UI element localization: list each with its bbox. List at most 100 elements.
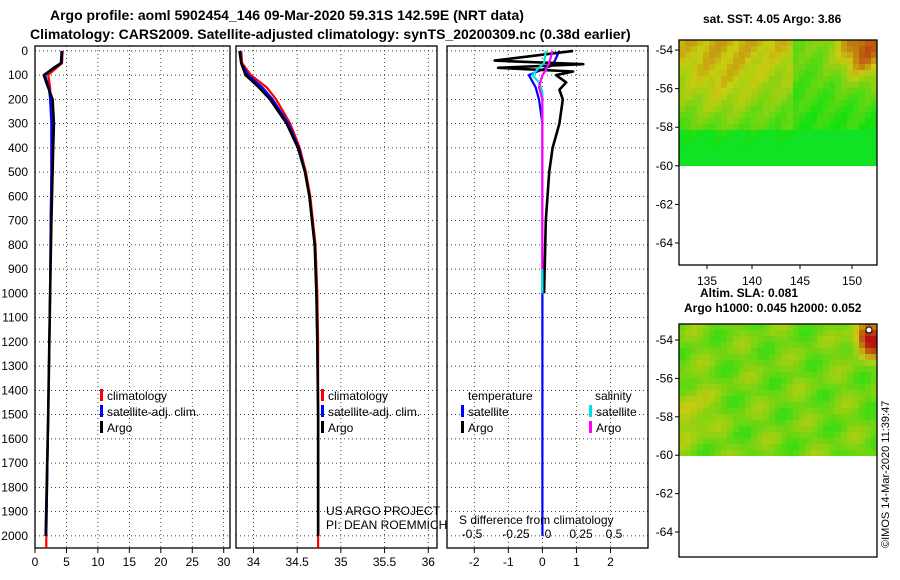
map-cell xyxy=(847,106,853,112)
map-cell xyxy=(703,112,709,118)
map-cell xyxy=(691,384,697,390)
map-cell xyxy=(841,420,847,426)
map-cell xyxy=(859,420,865,426)
map-cell xyxy=(829,366,835,372)
map-cell xyxy=(793,136,799,142)
map-cell xyxy=(817,378,823,384)
map-cell xyxy=(835,396,841,402)
map-cell xyxy=(685,420,691,426)
map-cell xyxy=(733,420,739,426)
map-cell xyxy=(709,378,715,384)
map-cell xyxy=(763,396,769,402)
map-cell xyxy=(715,124,721,130)
map-cell xyxy=(757,396,763,402)
map-cell xyxy=(793,444,799,450)
x-tick-label: 10 xyxy=(91,555,105,569)
legend-swatch xyxy=(321,389,324,401)
map-cell xyxy=(733,408,739,414)
map-cell xyxy=(745,94,751,100)
map-cell xyxy=(865,88,871,94)
map-cell xyxy=(745,82,751,88)
map-cell xyxy=(841,402,847,408)
map-cell xyxy=(703,450,709,456)
map-cell xyxy=(763,330,769,336)
map-cell xyxy=(865,444,871,450)
map-cell xyxy=(769,444,775,450)
map-cell xyxy=(769,106,775,112)
map-cell xyxy=(721,336,727,342)
map-cell xyxy=(829,384,835,390)
map-cell xyxy=(721,58,727,64)
map-cell xyxy=(847,46,853,52)
map-cell xyxy=(835,52,841,58)
map-cell xyxy=(775,402,781,408)
map-cell xyxy=(685,118,691,124)
map-cell xyxy=(829,148,835,154)
map-cell xyxy=(775,438,781,444)
map-cell xyxy=(829,112,835,118)
depth-tick-label: 1400 xyxy=(1,383,28,397)
map-cell xyxy=(739,438,745,444)
map-cell xyxy=(859,384,865,390)
map-cell xyxy=(721,76,727,82)
s-tick-label: 0.5 xyxy=(606,527,623,541)
map-cell xyxy=(859,76,865,82)
map-cell xyxy=(727,390,733,396)
map-cell xyxy=(685,124,691,130)
map-cell xyxy=(739,426,745,432)
map-cell xyxy=(799,342,805,348)
map-cell xyxy=(739,402,745,408)
map-cell xyxy=(763,118,769,124)
map-cell xyxy=(775,372,781,378)
map-cell xyxy=(727,106,733,112)
map-cell xyxy=(703,148,709,154)
map-cell xyxy=(697,390,703,396)
map-cell xyxy=(721,402,727,408)
map-cell xyxy=(763,160,769,166)
map-cell xyxy=(859,118,865,124)
map-cell xyxy=(793,142,799,148)
map-cell xyxy=(799,136,805,142)
map-cell xyxy=(793,348,799,354)
map-cell xyxy=(685,70,691,76)
map-cell xyxy=(829,142,835,148)
map-cell xyxy=(859,402,865,408)
map-cell xyxy=(679,58,685,64)
map-cell xyxy=(733,118,739,124)
map-cell xyxy=(733,136,739,142)
map-cell xyxy=(697,70,703,76)
sla-map-panel: -54-56-58-60-62-64 xyxy=(656,323,878,558)
map-cell xyxy=(841,136,847,142)
map-cell xyxy=(823,384,829,390)
map-cell xyxy=(853,408,859,414)
map-cell xyxy=(811,40,817,46)
map-cell xyxy=(871,342,877,348)
map-cell xyxy=(793,384,799,390)
map-cell xyxy=(829,136,835,142)
map-cell xyxy=(769,94,775,100)
depth-tick-label: 300 xyxy=(8,117,28,131)
map-cell xyxy=(715,154,721,160)
depth-tick-label: 100 xyxy=(8,68,28,82)
map-cell xyxy=(841,378,847,384)
map-cell xyxy=(817,324,823,330)
map-cell xyxy=(811,366,817,372)
map-cell xyxy=(739,160,745,166)
map-cell xyxy=(865,118,871,124)
map-cell xyxy=(865,420,871,426)
map-cell xyxy=(745,46,751,52)
map-cell xyxy=(817,130,823,136)
map-cell xyxy=(787,40,793,46)
map-cell xyxy=(727,384,733,390)
map-cell xyxy=(799,438,805,444)
map-cell xyxy=(847,112,853,118)
map-cell xyxy=(793,130,799,136)
map-cell xyxy=(745,130,751,136)
map-cell xyxy=(739,324,745,330)
map-cell xyxy=(679,76,685,82)
map-cell xyxy=(787,64,793,70)
map-cell xyxy=(853,130,859,136)
map-y-tick-label: -60 xyxy=(656,159,674,173)
map-cell xyxy=(781,160,787,166)
map-cell xyxy=(811,148,817,154)
